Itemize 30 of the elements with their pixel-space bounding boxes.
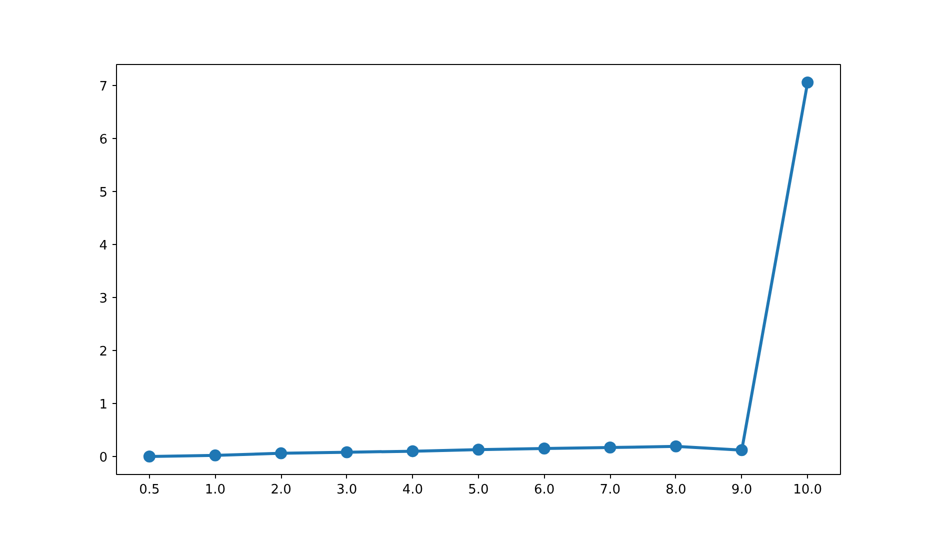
- point: [406, 445, 419, 458]
- point: [670, 440, 682, 452]
- x-tick-label: 8.0: [666, 482, 686, 498]
- point: [340, 446, 353, 458]
- y-tick-label: 3: [99, 292, 108, 307]
- y-tick-label: 5: [99, 186, 108, 201]
- y-tick-label: 2: [99, 344, 108, 360]
- point: [209, 449, 222, 462]
- point: [604, 441, 616, 454]
- point: [538, 442, 550, 455]
- x-tick-label: 3.0: [336, 482, 358, 498]
- point: [736, 444, 748, 456]
- x-tick-label: 9.0: [731, 482, 752, 498]
- x-tick-label: 0.5: [139, 482, 160, 498]
- x-tick-label: 5.0: [468, 482, 489, 498]
- x-tick-label: 2.0: [270, 482, 292, 498]
- y-tick-label: 1: [99, 398, 108, 413]
- y-tick-label: 4: [99, 238, 108, 254]
- point: [472, 444, 484, 456]
- x-tick-label: 7.0: [600, 482, 620, 498]
- y-tick-label: 0: [99, 450, 108, 466]
- point: [802, 76, 814, 88]
- x-tick-label: 10.0: [793, 482, 822, 498]
- point: [275, 447, 288, 460]
- y-tick-label: 6: [99, 132, 108, 148]
- x-tick-label: 6.0: [534, 482, 555, 498]
- y-tick-label: 7: [99, 80, 108, 95]
- x-tick-label: 1.0: [204, 482, 226, 498]
- point: [143, 450, 156, 462]
- x-tick-label: 4.0: [402, 482, 424, 498]
